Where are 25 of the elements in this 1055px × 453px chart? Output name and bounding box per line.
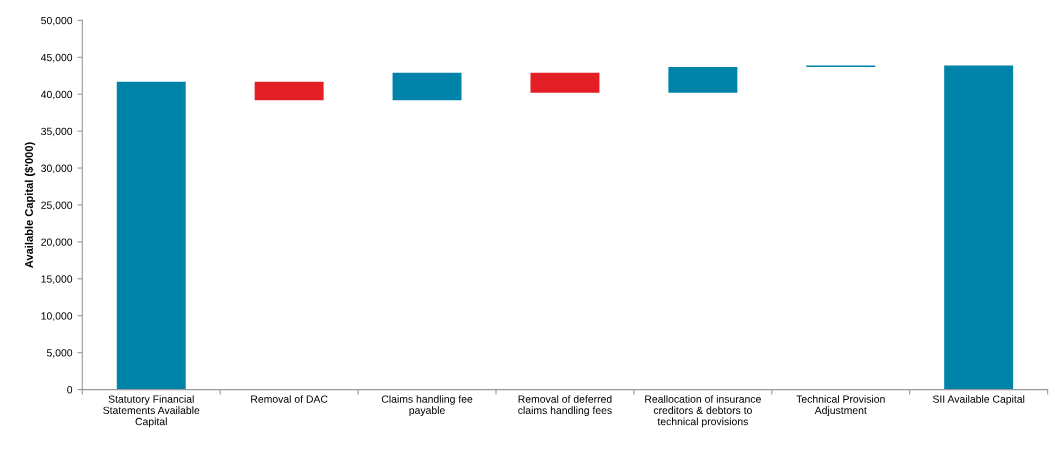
y-tick-label: 30,000 — [41, 164, 73, 174]
y-tick-label: 25,000 — [41, 201, 73, 211]
y-tick-label: 50,000 — [41, 16, 73, 26]
x-tick-label: Reallocation of insurance creditors & debtors to technical provisions — [645, 395, 761, 428]
bar — [668, 66, 738, 93]
y-tick-label: 35,000 — [41, 127, 73, 137]
bar — [944, 65, 1014, 390]
x-tick-label: Technical Provision Adjustment — [796, 395, 885, 417]
y-tick-label: 10,000 — [41, 312, 73, 321]
x-tick-label: Removal of deferred claims handling fees — [518, 395, 612, 417]
y-axis-title: Available Capital ($'000) — [24, 142, 36, 268]
bar — [530, 72, 600, 93]
x-tick-label: Statutory Financial Statements Available Capital — [103, 395, 200, 428]
y-tick-label: 40,000 — [40, 90, 73, 100]
x-tick-label: Removal of DAC — [251, 395, 328, 403]
bar — [392, 72, 462, 101]
y-tick-label: 45,000 — [40, 53, 73, 63]
x-tick-label: SII Available Capital — [932, 395, 1025, 405]
bar — [116, 81, 186, 390]
x-tick-label: Claims handling fee payable — [381, 395, 473, 417]
y-tick-label: 20,000 — [41, 238, 73, 248]
y-tick-label: 5,000 — [46, 349, 73, 358]
bar — [254, 81, 324, 101]
y-tick-label: 0 — [67, 386, 73, 394]
y-tick-label: 15,000 — [41, 275, 73, 284]
